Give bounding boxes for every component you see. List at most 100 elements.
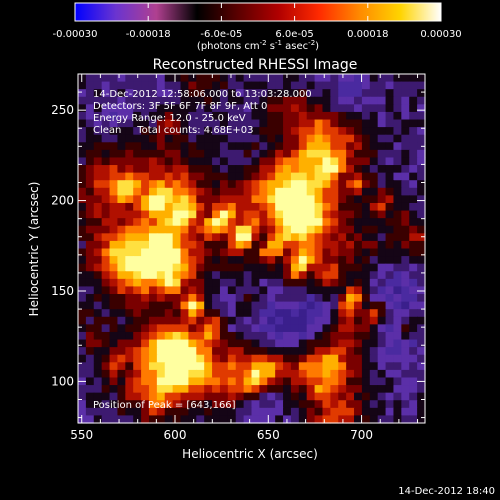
- heatmap-cell: [298, 347, 308, 356]
- heatmap-cell: [85, 407, 95, 417]
- heatmap-cell: [148, 89, 158, 98]
- heatmap-cell: [101, 377, 111, 386]
- heatmap-cell: [93, 127, 103, 136]
- heatmap-cell: [164, 202, 174, 212]
- heatmap-cell: [196, 331, 205, 341]
- heatmap-cell: [109, 74, 119, 83]
- heatmap-cell: [235, 362, 245, 371]
- heatmap-image: [78, 74, 426, 424]
- heatmap-cell: [361, 111, 371, 121]
- heatmap-cell: [227, 407, 237, 417]
- heatmap-cell: [338, 354, 347, 363]
- heatmap-cell: [338, 331, 347, 341]
- heatmap-cell: [141, 165, 150, 174]
- heatmap-cell: [156, 81, 166, 90]
- heatmap-cell: [322, 218, 331, 227]
- heatmap-cell: [259, 331, 268, 341]
- heatmap-cell: [164, 392, 174, 401]
- heatmap-cell: [78, 331, 87, 341]
- heatmap-cell: [109, 407, 119, 417]
- heatmap-cell: [306, 392, 316, 401]
- heatmap-cell: [361, 369, 371, 379]
- heatmap-cell: [212, 157, 221, 166]
- heatmap-cell: [148, 347, 158, 356]
- heatmap-cell: [212, 263, 221, 272]
- heatmap-cell: [409, 119, 418, 128]
- heatmap-cell: [377, 119, 387, 128]
- heatmap-cell: [188, 324, 197, 333]
- heatmap-cell: [219, 74, 229, 83]
- heatmap-cell: [125, 210, 134, 219]
- heatmap-cell: [290, 263, 300, 272]
- heatmap-cell: [330, 172, 339, 181]
- heatmap-cell: [385, 339, 395, 348]
- heatmap-cell: [196, 74, 205, 83]
- heatmap-cell: [251, 256, 260, 265]
- heatmap-cell: [409, 294, 418, 303]
- heatmap-cell: [361, 233, 371, 242]
- heatmap-cell: [133, 165, 142, 174]
- heatmap-cell: [243, 187, 253, 196]
- heatmap-cell: [180, 256, 190, 265]
- heatmap-cell: [259, 316, 268, 325]
- heatmap-cell: [172, 400, 182, 409]
- heatmap-cell: [78, 354, 87, 363]
- heatmap-cell: [109, 271, 119, 280]
- heatmap-cell: [259, 218, 268, 227]
- heatmap-cell: [401, 172, 410, 181]
- heatmap-cell: [251, 407, 260, 417]
- heatmap-cell: [354, 210, 363, 219]
- heatmap-cell: [148, 134, 158, 143]
- heatmap-cell: [101, 195, 111, 204]
- heatmap-cell: [172, 301, 182, 310]
- heatmap-cell: [148, 165, 158, 174]
- heatmap-cell: [314, 362, 324, 371]
- heatmap-cell: [251, 278, 260, 288]
- heatmap-cell: [354, 309, 363, 318]
- heatmap-cell: [267, 111, 276, 121]
- heatmap-cell: [393, 96, 402, 105]
- heatmap-cell: [243, 377, 253, 386]
- heatmap-cell: [330, 149, 339, 159]
- heatmap-cell: [385, 149, 395, 159]
- heatmap-cell: [196, 187, 205, 196]
- heatmap-cell: [125, 278, 134, 288]
- heatmap-cell: [93, 89, 103, 98]
- heatmap-cell: [227, 180, 237, 189]
- heatmap-cell: [330, 316, 339, 325]
- heatmap-cell: [141, 240, 150, 250]
- heatmap-cell: [283, 309, 292, 318]
- heatmap-cell: [235, 96, 245, 105]
- heatmap-cell: [346, 119, 355, 128]
- heatmap-cell: [141, 256, 150, 265]
- heatmap-cell: [306, 256, 316, 265]
- x-tick-label: 650: [257, 428, 280, 442]
- heatmap-cell: [172, 248, 182, 257]
- heatmap-cell: [164, 157, 174, 166]
- heatmap-cell: [172, 225, 182, 234]
- heatmap-cell: [196, 271, 205, 280]
- heatmap-cell: [275, 81, 284, 90]
- heatmap-cell: [306, 407, 316, 417]
- heatmap-cell: [117, 74, 126, 83]
- heatmap-cell: [275, 111, 284, 121]
- heatmap-cell: [109, 149, 119, 159]
- heatmap-cell: [417, 301, 426, 310]
- heatmap-cell: [290, 415, 300, 424]
- heatmap-cell: [101, 248, 111, 257]
- heatmap-cell: [204, 202, 213, 212]
- heatmap-cell: [117, 172, 126, 181]
- heatmap-cell: [188, 210, 197, 219]
- heatmap-cell: [417, 149, 426, 159]
- heatmap-cell: [180, 392, 190, 401]
- heatmap-cell: [298, 377, 308, 386]
- heatmap-cell: [101, 354, 111, 363]
- heatmap-cell: [109, 400, 119, 409]
- heatmap-cell: [125, 96, 134, 105]
- heatmap-cell: [188, 339, 197, 348]
- heatmap-cell: [298, 354, 308, 363]
- heatmap-cell: [227, 172, 237, 181]
- heatmap-cell: [283, 210, 292, 219]
- heatmap-cell: [298, 225, 308, 234]
- heatmap-cell: [338, 392, 347, 401]
